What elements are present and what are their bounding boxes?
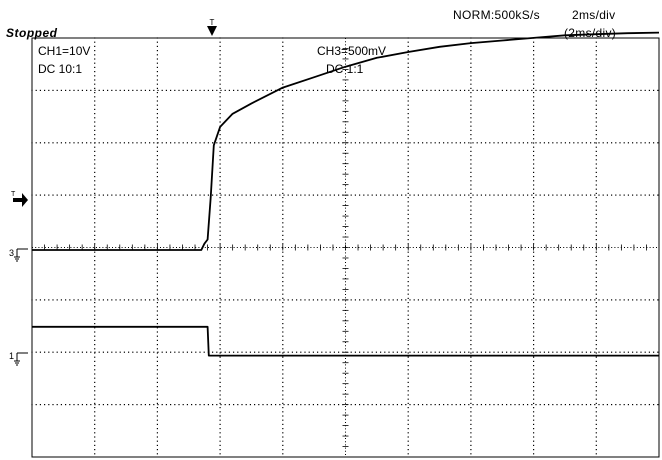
waveform-traces: [32, 31, 660, 357]
ch3-trace: [32, 31, 660, 251]
trigger-position-marker: T: [207, 18, 217, 36]
ch3-ground-label: 3: [9, 248, 14, 258]
trigger-level-label: T: [11, 191, 16, 198]
ch3-scale-label: CH3=500mV: [317, 44, 387, 58]
trigger-level-marker: T: [11, 191, 28, 207]
ch1-ground-marker: 1: [9, 351, 28, 366]
graticule-grid: [31, 37, 660, 458]
ch1-ground-label: 1: [9, 351, 14, 361]
ch3-ground-marker: 3: [9, 248, 28, 262]
ch3-coupling-label: DC 1:1: [326, 62, 364, 76]
ch1-scale-label: CH1=10V: [38, 44, 91, 58]
trigger-position-label: T: [210, 18, 215, 27]
timebase-readout: 2ms/div: [572, 8, 616, 22]
timebase-secondary-readout: (2ms/div): [564, 26, 617, 40]
ch1-trace: [32, 325, 659, 357]
sample-rate-readout: NORM:500kS/s: [453, 8, 540, 22]
ch1-coupling-label: DC 10:1: [38, 62, 83, 76]
acquisition-status: Stopped: [6, 26, 58, 40]
